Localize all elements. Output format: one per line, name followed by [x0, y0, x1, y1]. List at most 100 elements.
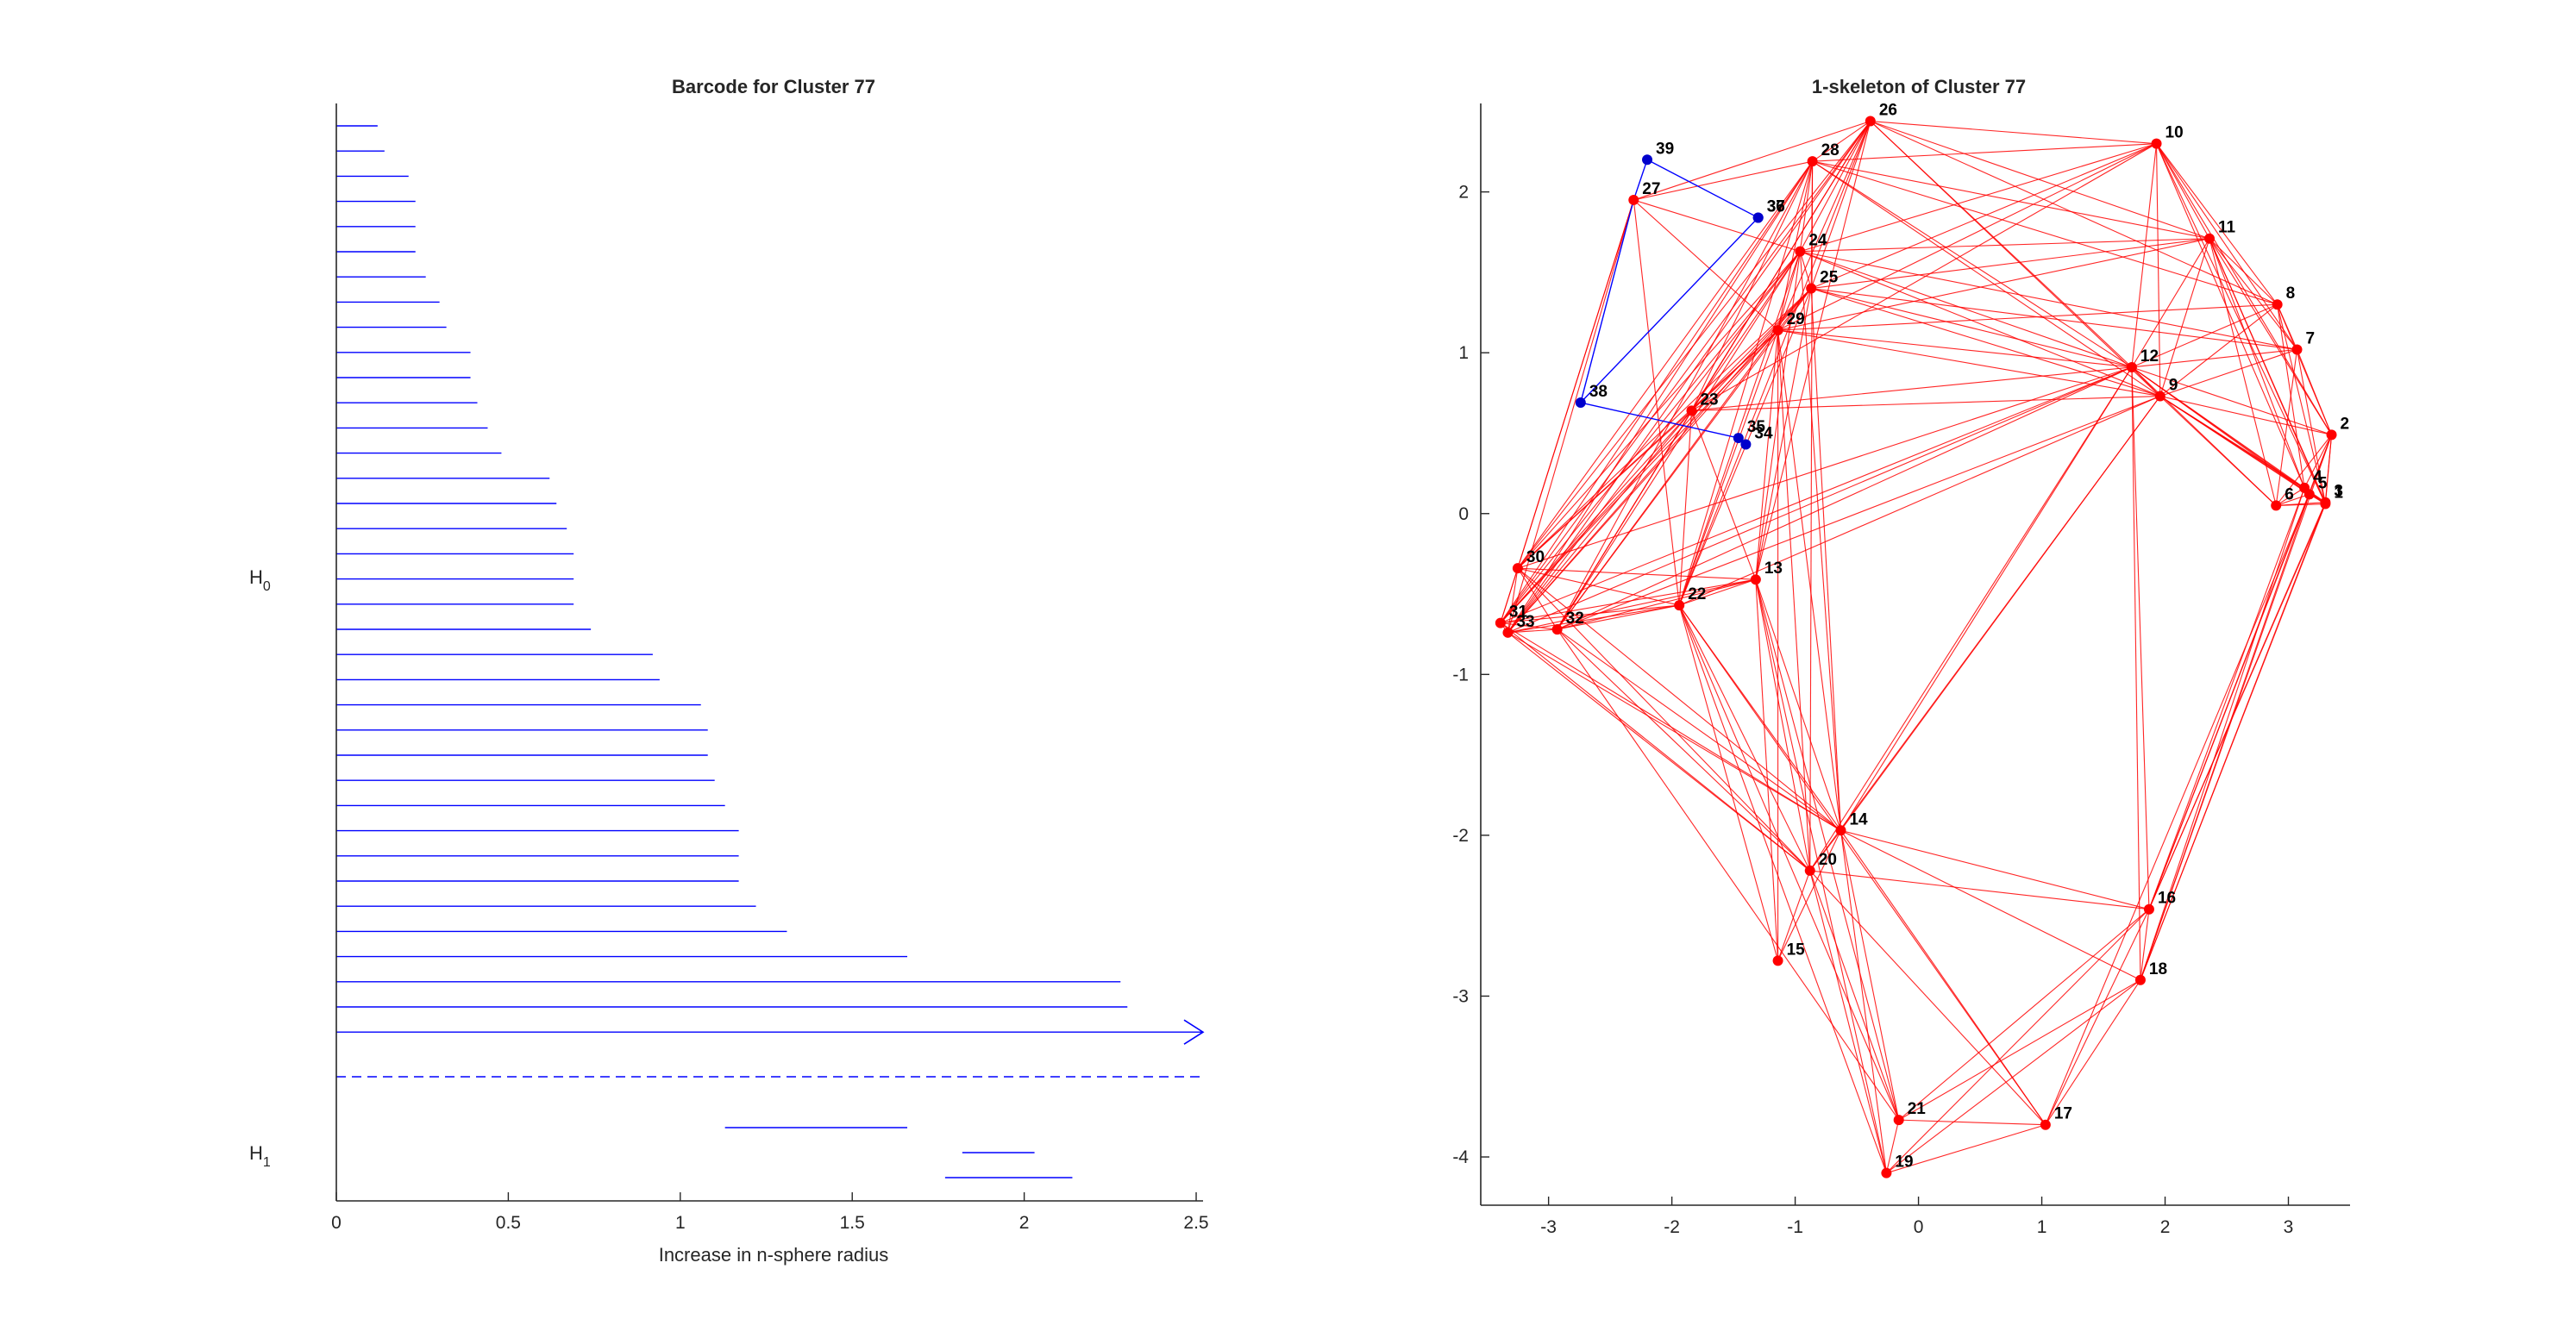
edge: [1885, 1119, 1900, 1173]
edge: [1678, 604, 1811, 872]
edge: [2131, 143, 2158, 368]
skeleton-y-tick-label: -3: [1452, 986, 1469, 1006]
edge: [2209, 238, 2333, 435]
barcode-x-tick-label: 2: [1019, 1213, 1030, 1233]
edge: [1840, 366, 2133, 831]
edge: [1812, 160, 2210, 240]
node-label: 31: [1509, 603, 1528, 622]
node-label: 19: [1895, 1153, 1913, 1172]
skeleton-axes: [1480, 103, 2350, 1206]
node: [2126, 361, 2137, 372]
edge: [1811, 238, 2210, 290]
edge: [1777, 161, 1814, 331]
edge: [2045, 909, 2150, 1125]
edge: [1840, 829, 2150, 910]
edge: [2156, 143, 2278, 305]
node: [1752, 212, 1764, 223]
node: [1807, 156, 1818, 167]
barcode-axes: [335, 103, 1203, 1202]
node: [2303, 489, 2315, 500]
h0-label-sub: 0: [263, 579, 271, 594]
node: [1740, 439, 1752, 450]
edge: [1809, 870, 2150, 910]
edge: [1679, 578, 1757, 606]
h1-label-main: H: [249, 1142, 263, 1164]
edge: [1500, 409, 1692, 623]
edge: [1517, 366, 2133, 569]
skeleton-x-tick-label: -1: [1787, 1217, 1803, 1237]
edge: [1517, 329, 1778, 569]
edge: [1678, 251, 1801, 606]
skeleton-x-tick-label: -3: [1540, 1217, 1557, 1237]
edge: [1809, 870, 1887, 1173]
node-label: 15: [1787, 941, 1806, 959]
edge: [2140, 487, 2305, 980]
edge: [1500, 251, 1801, 623]
edge: [1777, 121, 1871, 331]
skeleton-x-tick-label: 3: [2284, 1217, 2294, 1237]
node-label: 32: [1566, 609, 1584, 628]
secondary-edge: [1633, 159, 1648, 201]
edge: [1678, 396, 2161, 606]
node: [1750, 574, 1761, 585]
edge: [1500, 366, 2133, 624]
edge: [1777, 143, 2157, 331]
edge: [1678, 604, 1779, 961]
edge: [1809, 829, 1841, 872]
edge: [1678, 329, 1779, 606]
edge: [1886, 909, 2150, 1174]
edge: [1870, 121, 2133, 368]
node: [1628, 194, 1639, 205]
edge: [1507, 409, 1692, 634]
node-label: 12: [2140, 347, 2159, 366]
edge: [2209, 238, 2278, 305]
barcode-x-tick-label: 2.5: [1183, 1213, 1208, 1233]
skeleton-title: 1-skeleton of Cluster 77: [1812, 76, 2026, 97]
edge: [1500, 160, 1814, 623]
edge: [1517, 567, 1811, 872]
edge: [1755, 121, 1871, 580]
edge: [1755, 579, 1842, 831]
edge: [1557, 329, 1779, 630]
edge: [2156, 143, 2305, 489]
h1-label-sub: 1: [263, 1155, 271, 1170]
barcode-title: Barcode for Cluster 77: [672, 76, 875, 97]
edge: [2156, 143, 2326, 504]
edge: [1507, 121, 1871, 634]
node-label: 7: [2306, 329, 2316, 347]
skeleton-y-tick-label: -4: [1452, 1147, 1469, 1167]
edge: [1507, 329, 1778, 634]
infinite-bar-arrow: [1183, 1019, 1205, 1045]
secondary-edge: [1580, 402, 1739, 439]
node: [1733, 433, 1744, 444]
edge: [2148, 494, 2310, 910]
edge: [1507, 199, 1634, 633]
edge: [1517, 567, 1558, 630]
edge: [1809, 870, 2046, 1126]
edge: [2324, 434, 2333, 503]
edge: [2148, 502, 2326, 910]
edge: [1678, 410, 1693, 606]
edge: [1678, 604, 1900, 1121]
edge: [2131, 366, 2141, 980]
edge: [1777, 329, 2132, 368]
edge: [2159, 348, 2297, 397]
node-label: 5: [2318, 474, 2328, 492]
edge: [1809, 396, 2161, 872]
secondary-edge: [1646, 159, 1759, 219]
edge: [1777, 303, 2278, 331]
node: [1495, 617, 1506, 628]
edge: [1898, 1119, 2046, 1126]
node: [1806, 283, 1817, 294]
edge: [1500, 329, 1778, 623]
edge: [2131, 366, 2277, 506]
node-label: 36: [1767, 197, 1785, 216]
h1-label: H1: [249, 1142, 271, 1170]
edge: [2140, 909, 2150, 980]
node-label: 23: [1700, 391, 1718, 409]
edge: [1633, 199, 1778, 331]
node: [2271, 500, 2282, 511]
edge: [1777, 329, 1842, 831]
node: [1865, 116, 1876, 127]
barcode-x-tick-label: 1.5: [840, 1213, 865, 1233]
